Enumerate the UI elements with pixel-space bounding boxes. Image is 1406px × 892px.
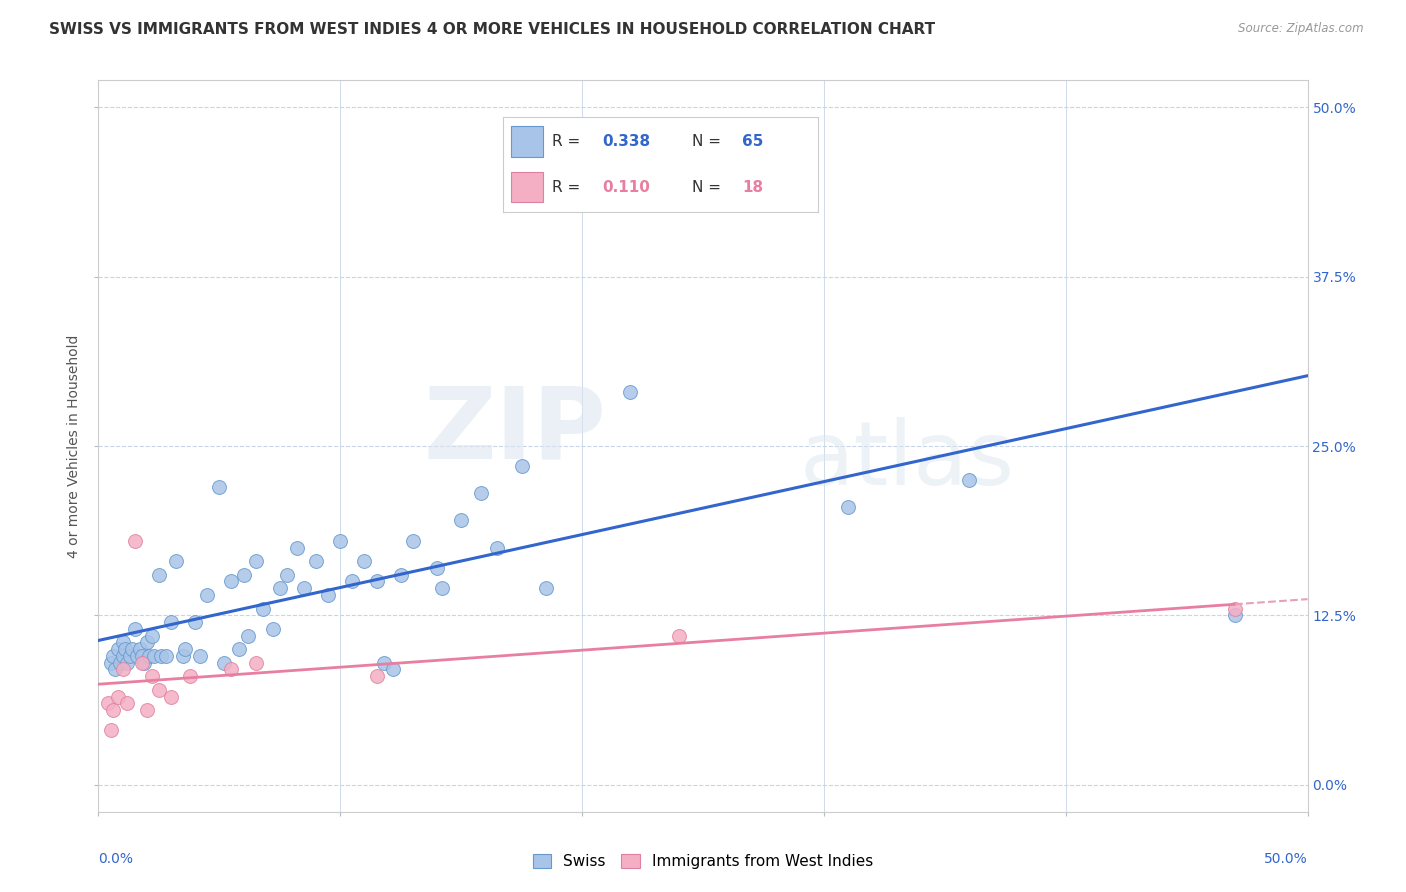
Point (430, 581, 453, 595)
Point (228, 642, 250, 657)
Point (135, 703, 157, 717)
Point (402, 533, 425, 548)
Point (366, 669, 388, 683)
Point (174, 642, 197, 657)
Point (111, 648, 134, 663)
Legend: Swiss, Immigrants from West Indies: Swiss, Immigrants from West Indies (527, 848, 879, 875)
Point (104, 663, 127, 677)
Point (107, 690, 129, 704)
Point (150, 648, 173, 663)
Point (305, 554, 328, 568)
Point (101, 648, 124, 663)
Point (957, 473, 980, 487)
Point (117, 656, 139, 670)
Point (128, 642, 150, 657)
Point (117, 697, 139, 711)
Point (373, 656, 395, 670)
Point (134, 656, 156, 670)
Point (276, 567, 298, 582)
Point (366, 574, 388, 589)
Point (148, 567, 170, 582)
Text: atlas: atlas (800, 417, 1015, 504)
Point (208, 480, 231, 494)
Point (426, 561, 449, 575)
Point (232, 567, 254, 582)
Point (837, 500, 859, 514)
Text: Source: ZipAtlas.com: Source: ZipAtlas.com (1239, 22, 1364, 36)
Point (238, 629, 260, 643)
Point (135, 635, 157, 649)
Point (100, 723, 122, 738)
Point (188, 648, 211, 663)
Point (450, 514, 472, 528)
Point (184, 615, 207, 629)
Point (692, 181, 714, 195)
Point (114, 642, 136, 657)
Point (108, 656, 131, 670)
Point (121, 642, 143, 657)
Point (141, 669, 163, 683)
Point (329, 533, 352, 548)
Point (111, 663, 134, 677)
Point (245, 656, 267, 670)
Point (148, 682, 170, 697)
Point (212, 656, 235, 670)
Point (285, 541, 308, 555)
Point (486, 541, 509, 555)
Point (382, 663, 405, 677)
Point (101, 703, 124, 717)
Point (269, 581, 291, 595)
Point (131, 656, 153, 670)
Point (165, 554, 187, 568)
Point (353, 554, 375, 568)
Point (143, 648, 166, 663)
Point (179, 669, 201, 683)
Point (245, 554, 267, 568)
Point (160, 690, 183, 704)
Point (1223, 608, 1246, 623)
Point (131, 648, 153, 663)
Point (124, 533, 146, 548)
Point (292, 581, 315, 595)
Point (221, 663, 243, 677)
Point (316, 588, 339, 602)
Point (111, 635, 134, 649)
Point (1223, 601, 1246, 615)
Point (262, 622, 284, 636)
Point (141, 629, 163, 643)
Text: 0.0%: 0.0% (98, 852, 134, 866)
Point (619, 384, 641, 399)
Point (510, 459, 533, 474)
Point (155, 648, 177, 663)
Point (252, 601, 274, 615)
Y-axis label: 4 or more Vehicles in Household: 4 or more Vehicles in Household (67, 334, 82, 558)
Point (342, 574, 364, 589)
Point (389, 567, 412, 582)
Text: 50.0%: 50.0% (1264, 852, 1308, 866)
Point (127, 648, 149, 663)
Point (118, 648, 141, 663)
Text: ZIP: ZIP (423, 383, 606, 480)
Point (470, 486, 492, 500)
Point (195, 588, 218, 602)
Point (160, 615, 183, 629)
Point (124, 622, 146, 636)
Point (534, 581, 557, 595)
Text: SWISS VS IMMIGRANTS FROM WEST INDIES 4 OR MORE VEHICLES IN HOUSEHOLD CORRELATION: SWISS VS IMMIGRANTS FROM WEST INDIES 4 O… (49, 22, 935, 37)
Point (107, 642, 129, 657)
Point (221, 574, 243, 589)
Point (97, 697, 120, 711)
Point (100, 656, 122, 670)
Point (172, 648, 194, 663)
Point (668, 629, 690, 643)
Point (138, 648, 160, 663)
